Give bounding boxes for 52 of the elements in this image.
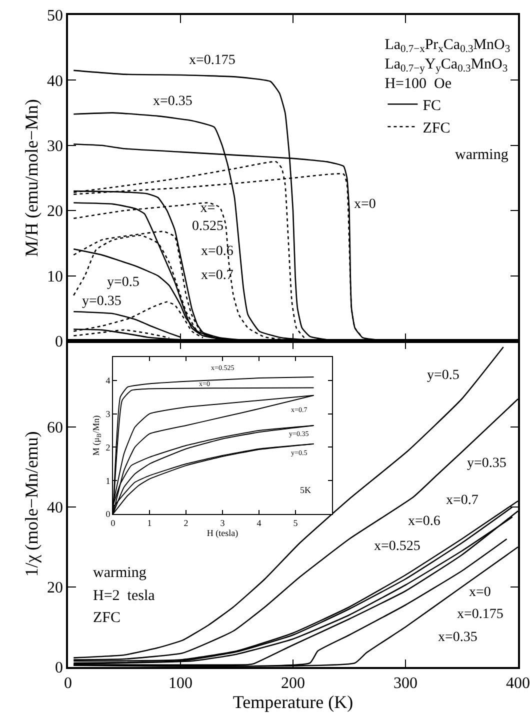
y-tick-label: 3 bbox=[106, 408, 111, 419]
annotation: x= 0.525 bbox=[192, 201, 224, 234]
annotation: y=0.35 bbox=[467, 456, 506, 471]
legend-label: ZFC bbox=[422, 120, 450, 136]
x-tick-label: 1 bbox=[147, 518, 152, 528]
annotation: x=0.175 bbox=[457, 607, 504, 622]
annotation: x=0.175 bbox=[189, 53, 236, 68]
legend-label: FC bbox=[422, 98, 442, 114]
x-tick-label: 200 bbox=[281, 674, 305, 692]
y-tick-label: 50 bbox=[47, 8, 64, 25]
y-tick-label: 20 bbox=[47, 203, 64, 220]
x-tick-label: 400 bbox=[506, 674, 530, 692]
x-tick-label: 100 bbox=[168, 674, 192, 692]
annotation: x=0.6 bbox=[201, 244, 234, 259]
annotation: H=2 tesla bbox=[93, 588, 156, 604]
y-tick-label: 2 bbox=[106, 442, 110, 452]
annotation: x=0.35 bbox=[438, 630, 478, 645]
x-tick-label: 3 bbox=[220, 518, 226, 528]
x-tick-label: 4 bbox=[256, 518, 262, 528]
x-tick-label: 2 bbox=[184, 518, 188, 528]
y-tick-label: 40 bbox=[47, 500, 64, 517]
y-tick-label: 4 bbox=[106, 376, 111, 386]
y-tick-label: 1 bbox=[106, 476, 110, 486]
annotation: y=0.5 bbox=[107, 275, 140, 290]
x-axis-title: H (tesla) bbox=[206, 528, 238, 538]
annotation: y=0.5 bbox=[427, 368, 460, 383]
annotation: x=0 bbox=[469, 585, 491, 600]
annotation: warming bbox=[93, 565, 147, 581]
y-tick-label: 10 bbox=[47, 268, 64, 286]
annotation: y=0.35 bbox=[82, 294, 122, 309]
annotation: x=0.35 bbox=[153, 94, 192, 109]
y-tick-label: 0 bbox=[55, 660, 64, 677]
annotation: x=0.6 bbox=[408, 514, 440, 529]
annotation: x=0.7 bbox=[201, 268, 234, 283]
y-tick-label: 0 bbox=[55, 334, 64, 351]
x-tick-label: 5 bbox=[293, 518, 298, 528]
annotation: 5K bbox=[300, 485, 312, 495]
y-tick-label: 0 bbox=[106, 509, 111, 520]
annotation: x=0.7 bbox=[446, 493, 478, 508]
y-tick-label: 30 bbox=[47, 138, 64, 155]
annotation: ZFC bbox=[93, 610, 121, 626]
y-tick-label: 60 bbox=[47, 420, 64, 437]
x-tick-label: 300 bbox=[394, 674, 418, 692]
annotation: x=0 bbox=[354, 197, 376, 212]
annotation: warming bbox=[455, 147, 509, 163]
annotation: x=0.525 bbox=[374, 539, 420, 554]
y-axis-title: M/H (emu/mole−Mn) bbox=[22, 99, 42, 257]
y-tick-label: 20 bbox=[47, 580, 64, 597]
text: La$_{0.7−x}$Pr$_{x}$Ca$_{0.3}$MnO$_{3}$ La$_{0.7−y}$Y$_{y}$Ca$_{0.3}$MnO$_{3}$ H=100 Oe bbox=[384, 36, 510, 92]
y-axis-title: 1/χ (mole−Mn/emu) bbox=[22, 431, 42, 577]
y-tick-label: 40 bbox=[47, 72, 64, 90]
x-axis-title: Temperature (K) bbox=[232, 692, 354, 712]
